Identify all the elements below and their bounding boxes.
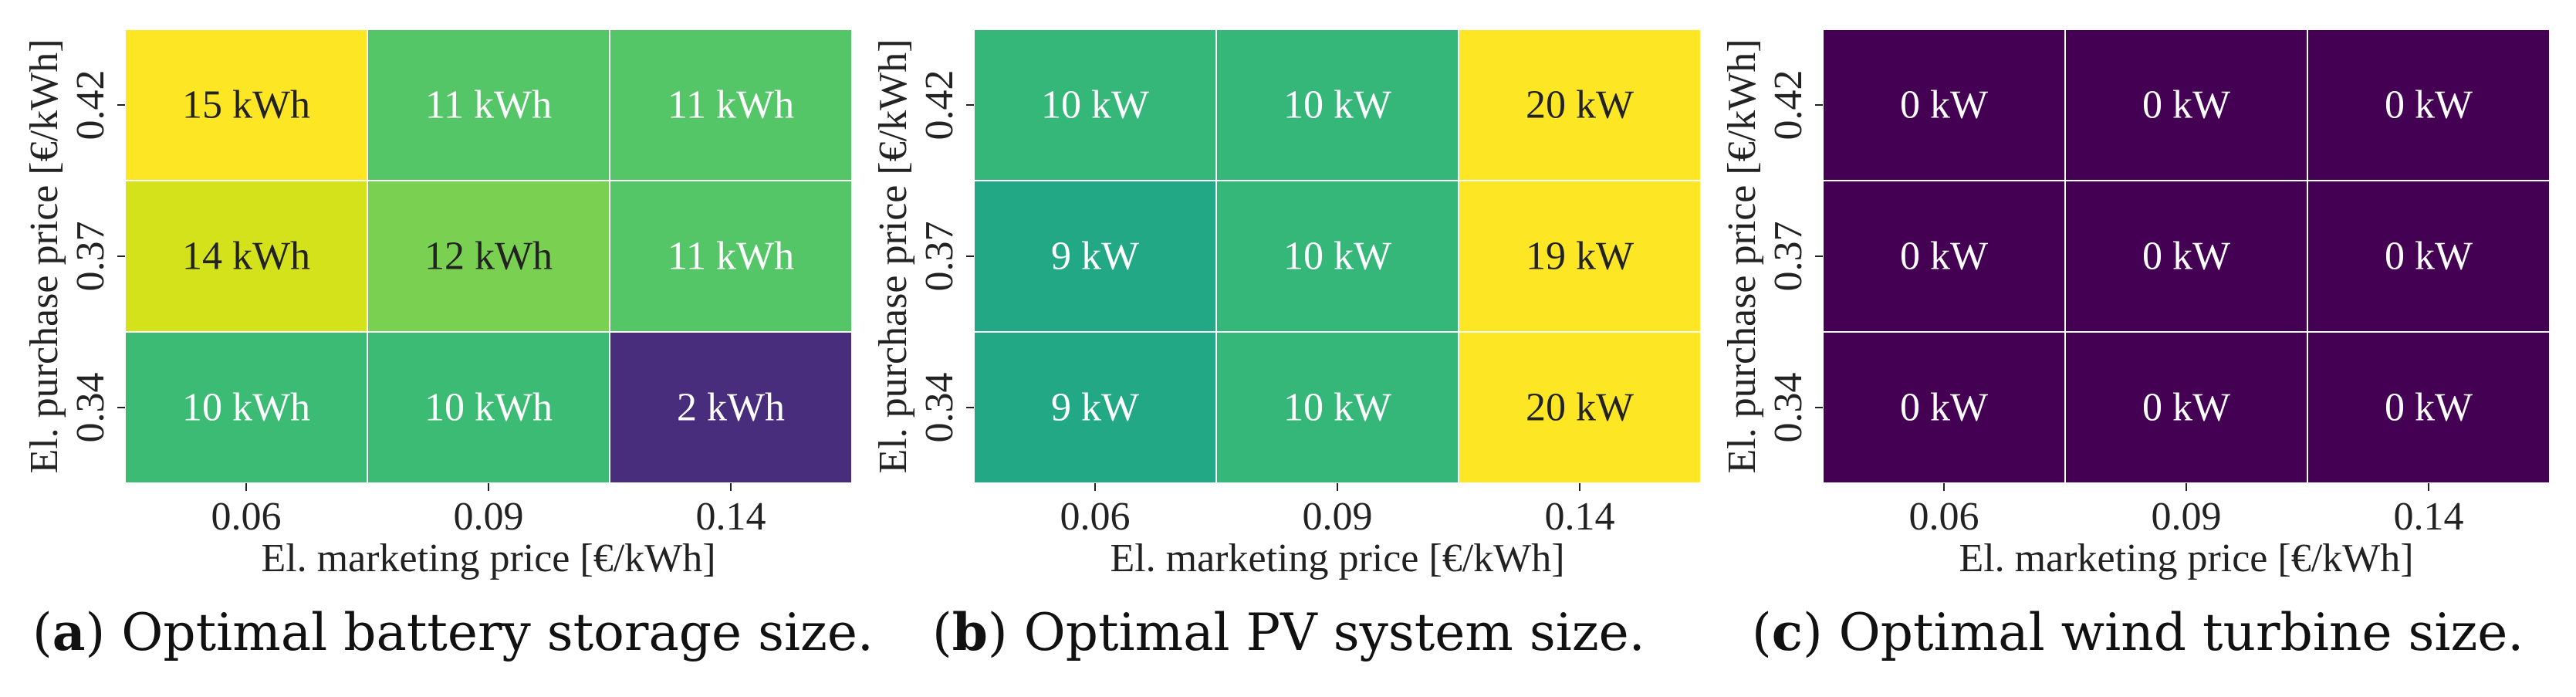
panel-a-cell-label-r1-c1: 12 kWh [424, 235, 553, 279]
panel-b-x-tick-2: 0.14 [1545, 495, 1615, 539]
panel-a-x-tick-2: 0.14 [696, 495, 766, 539]
panel-a-cell-r0-c2 [609, 29, 853, 181]
caption-a-text: ) Optimal battery storage size. [85, 603, 874, 662]
caption-a: (a) Optimal battery storage size. [32, 602, 874, 662]
panel-c-cell-label-r1-c1: 0 kW [2142, 235, 2230, 279]
panel-b-cell-label-r1-c1: 10 kW [1283, 235, 1391, 279]
panel-c-y-axis-label: El. purchase price [€/kWh] [1720, 39, 1764, 473]
panel-b-y-tick-1: 0.37 [918, 222, 962, 292]
panel-b-cell-label-r0-c2: 20 kW [1526, 83, 1634, 127]
panel-a-cell-label-r1-c0: 14 kWh [182, 235, 310, 279]
panel-b-y-tick-2: 0.34 [918, 373, 962, 443]
panel-c-cell-label-r0-c2: 0 kW [2385, 83, 2473, 127]
panel-b-cell-label-r1-c2: 19 kW [1526, 235, 1634, 279]
panel-a-cell-r1-c2 [609, 180, 853, 333]
panel-a-cell-label-r1-c2: 11 kWh [668, 235, 794, 279]
panel-a-cell-label-r2-c2: 2 kWh [677, 386, 785, 430]
panel-c-cell-label-r0-c0: 0 kW [1900, 83, 1988, 127]
panel-b-cell-r1-c1 [1215, 180, 1459, 333]
caption-b: (b) Optimal PV system size. [932, 602, 1645, 662]
panel-c-cell-label-r0-c1: 0 kW [2142, 83, 2230, 127]
panel-b-y-axis-label: El. purchase price [€/kWh] [871, 39, 915, 473]
panel-a-x-tick-0: 0.06 [211, 495, 282, 539]
panel-b-x-tick-1: 0.09 [1303, 495, 1373, 539]
panel-a-x-axis-label: El. marketing price [€/kWh] [261, 536, 715, 580]
panel-c-cell-r0-c1 [2064, 29, 2308, 181]
panel-b-cell-r0-c2 [1458, 29, 1702, 181]
panel-c-cell-r2-c1 [2064, 331, 2308, 484]
caption-a-letter: a [52, 602, 86, 662]
panel-b-x-axis-label: El. marketing price [€/kWh] [1110, 536, 1564, 580]
panel-c-y-tick-1: 0.37 [1766, 222, 1810, 292]
panel-b-cell-r0-c0 [973, 29, 1217, 181]
panel-c-cell-label-r2-c2: 0 kW [2385, 386, 2473, 430]
panel-c-cell-label-r2-c1: 0 kW [2142, 386, 2230, 430]
panel-b-cell-label-r2-c2: 20 kW [1526, 386, 1634, 430]
panel-c-x-tick-0: 0.06 [1909, 495, 1979, 539]
panel-a-cell-label-r0-c2: 11 kWh [668, 83, 794, 127]
caption-c-letter: c [1771, 602, 1803, 662]
panel-a-cell-r1-c0 [124, 180, 368, 333]
panel-c-cell-r2-c2 [2307, 331, 2551, 484]
panel-b-cell-label-r2-c1: 10 kW [1283, 386, 1391, 430]
panel-b-cell-r2-c2 [1458, 331, 1702, 484]
panel-b-cell-label-r0-c1: 10 kW [1283, 83, 1391, 127]
panel-a-cell-label-r0-c1: 11 kWh [425, 83, 552, 127]
panel-c-cell-r0-c0 [1822, 29, 2066, 181]
panel-c-cell-r1-c2 [2307, 180, 2551, 333]
panel-b-cell-label-r1-c0: 9 kW [1051, 235, 1139, 279]
caption-c-text: ) Optimal wind turbine size. [1802, 603, 2524, 662]
panel-a-cell-label-r2-c1: 10 kWh [424, 386, 553, 430]
caption-c: (c) Optimal wind turbine size. [1752, 602, 2524, 662]
panel-a-y-tick-2: 0.34 [69, 373, 113, 443]
panel-c-x-tick-1: 0.09 [2152, 495, 2222, 539]
panel-b-cell-r2-c1 [1215, 331, 1459, 484]
panel-c-cell-label-r2-c0: 0 kW [1900, 386, 1988, 430]
panel-b-x-tick-0: 0.06 [1060, 495, 1131, 539]
panel-c-x-axis-label: El. marketing price [€/kWh] [1959, 536, 2413, 580]
panel-a-x-tick-1: 0.09 [454, 495, 524, 539]
panel-c-y-tick-0: 0.42 [1766, 70, 1810, 140]
panel-c-cell-r1-c0 [1822, 180, 2066, 333]
panel-b-cell-r1-c0 [973, 180, 1217, 333]
panel-b-y-tick-0: 0.42 [918, 70, 962, 140]
panel-b-cell-r0-c1 [1215, 29, 1459, 181]
panel-a-cell-r0-c1 [367, 29, 610, 181]
panel-a-y-axis-label: El. purchase price [€/kWh] [22, 39, 66, 473]
panel-a-cell-r1-c1 [367, 180, 610, 333]
panel-a-y-tick-0: 0.42 [69, 70, 113, 140]
panel-a-cell-r0-c0 [124, 29, 368, 181]
panel-a-cell-r2-c1 [367, 331, 610, 484]
panel-c-cell-r1-c1 [2064, 180, 2308, 333]
panel-a-cell-label-r0-c0: 15 kWh [182, 83, 310, 127]
panel-c-cell-label-r1-c0: 0 kW [1900, 235, 1988, 279]
panel-b-cell-r1-c2 [1458, 180, 1702, 333]
panel-c-cell-label-r1-c2: 0 kW [2385, 235, 2473, 279]
panel-b-cell-label-r0-c0: 10 kW [1041, 83, 1149, 127]
panel-c-y-tick-2: 0.34 [1766, 373, 1810, 443]
panel-a-y-tick-1: 0.37 [69, 222, 113, 292]
panel-c-x-tick-2: 0.14 [2394, 495, 2464, 539]
panel-a-cell-label-r2-c0: 10 kWh [182, 386, 310, 430]
caption-b-text: ) Optimal PV system size. [987, 603, 1645, 662]
panel-b-cell-label-r2-c0: 9 kW [1051, 386, 1139, 430]
caption-b-letter: b [952, 602, 988, 662]
